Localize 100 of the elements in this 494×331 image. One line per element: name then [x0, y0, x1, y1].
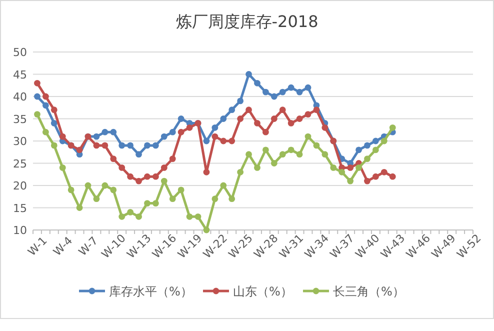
point [372, 173, 379, 180]
point [246, 151, 252, 158]
y-tick-label: 45 [13, 68, 27, 82]
point [50, 106, 58, 114]
point [152, 142, 159, 149]
point [237, 116, 244, 122]
point [169, 156, 176, 162]
point [127, 209, 134, 216]
point [178, 116, 184, 122]
y-tick-label: 50 [13, 46, 27, 59]
point [364, 156, 370, 162]
point [50, 120, 58, 126]
point [246, 71, 252, 78]
point [254, 120, 260, 126]
point [288, 84, 294, 91]
point [380, 138, 388, 144]
point [279, 106, 286, 114]
point [364, 178, 370, 184]
point [212, 133, 218, 140]
point [34, 93, 40, 100]
point [59, 133, 66, 140]
x-tick-label: W-1 [25, 234, 50, 259]
point [338, 168, 346, 176]
point [84, 182, 92, 189]
point [228, 196, 236, 202]
point [228, 138, 236, 144]
point [313, 142, 320, 149]
legend-label: 库存水平（%） [109, 284, 192, 298]
point [42, 102, 49, 109]
point [93, 133, 100, 140]
point [372, 146, 379, 154]
point [42, 128, 49, 136]
point [220, 182, 227, 189]
point [76, 204, 83, 211]
point [237, 168, 244, 176]
point [356, 164, 362, 171]
point [178, 128, 184, 136]
point [270, 160, 278, 166]
point [237, 98, 244, 104]
x-tick-label: W-4 [50, 234, 76, 259]
y-tick-label: 10 [13, 224, 27, 237]
point [347, 178, 354, 184]
point [262, 128, 269, 136]
point [169, 196, 176, 202]
point [203, 168, 210, 176]
point [178, 186, 184, 194]
point [34, 80, 40, 86]
point [254, 164, 260, 171]
legend-label: 山东（%） [233, 284, 292, 298]
point [118, 213, 126, 220]
point [228, 106, 236, 114]
y-tick-label: 15 [13, 202, 27, 215]
y-tick-label: 40 [13, 90, 27, 104]
point [262, 146, 269, 154]
point [270, 93, 278, 100]
point [110, 186, 117, 194]
point [389, 124, 396, 131]
point [144, 173, 150, 180]
point [136, 151, 142, 158]
point [304, 84, 312, 91]
point [186, 213, 193, 220]
point [296, 88, 303, 96]
point [127, 142, 134, 149]
point [93, 142, 100, 149]
point [212, 124, 218, 131]
point [127, 173, 134, 180]
point [102, 182, 108, 189]
point [152, 200, 159, 206]
point [279, 88, 286, 96]
point [118, 164, 126, 171]
y-tick-label: 30 [13, 135, 27, 148]
point [160, 178, 168, 184]
point [347, 164, 354, 171]
point [144, 200, 150, 206]
point [160, 164, 168, 171]
point [203, 226, 210, 234]
point [322, 151, 328, 158]
chart-title: 炼厂周度库存-2018 [176, 12, 318, 31]
point [254, 80, 260, 86]
point [118, 142, 126, 149]
point [169, 128, 176, 136]
point [220, 138, 227, 144]
legend-label: 长三角（%） [333, 284, 404, 298]
point [288, 146, 294, 154]
y-tick-label: 20 [13, 180, 27, 192]
point [42, 93, 49, 100]
point [186, 124, 193, 131]
point [144, 142, 150, 149]
point [220, 116, 227, 122]
point [136, 213, 142, 220]
point [160, 133, 168, 140]
point [364, 142, 370, 149]
point [288, 120, 294, 126]
point [389, 173, 396, 180]
y-tick-label: 35 [13, 112, 27, 126]
y-tick-label: 25 [13, 157, 27, 170]
point [102, 142, 108, 149]
point [136, 178, 142, 184]
point [330, 164, 337, 171]
point [279, 151, 286, 158]
